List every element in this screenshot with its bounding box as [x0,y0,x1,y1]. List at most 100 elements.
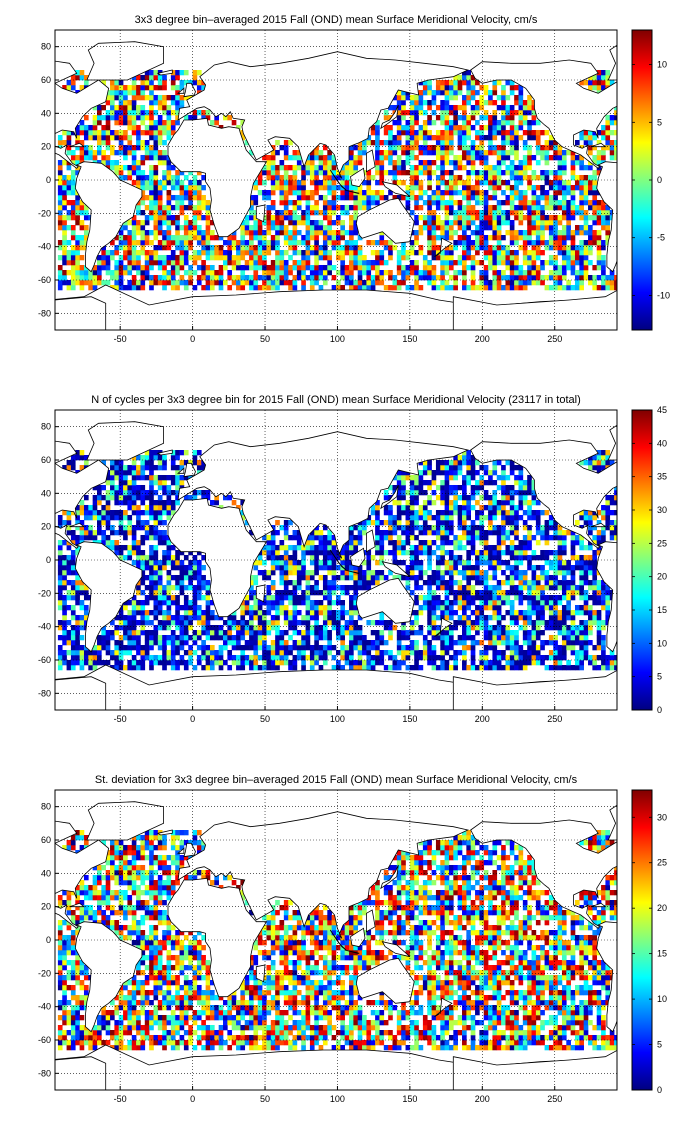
data-cell [162,125,167,131]
data-cell [383,195,389,201]
data-cell [331,265,337,271]
data-cell [579,280,584,286]
data-cell [318,635,324,641]
data-cell [223,620,228,626]
data-cell [205,655,211,661]
data-cell [309,535,315,541]
data-cell [157,215,163,221]
data-cell [301,620,306,626]
data-cell [201,235,206,241]
data-cell [448,255,454,261]
data-cell [149,115,154,121]
data-cell [162,485,167,491]
data-cell [231,500,237,506]
data-cell [127,555,133,561]
data-cell [240,515,246,521]
data-cell [366,190,372,196]
data-cell [162,465,167,471]
data-cell [531,250,537,256]
data-cell [518,275,524,281]
data-cell [62,280,67,286]
data-cell [457,200,463,206]
data-cell [309,265,315,271]
data-cell [127,90,133,96]
data-cell [123,120,128,126]
data-cell [183,600,189,606]
data-cell [153,170,159,176]
data-cell [114,135,120,141]
data-cell [331,220,337,226]
data-cell [501,100,506,106]
data-cell [440,100,445,106]
data-cell [327,170,332,176]
data-cell [440,120,445,126]
data-cell [396,100,402,106]
data-cell [531,135,537,141]
data-cell [118,470,124,476]
data-cell [279,230,285,236]
data-cell [305,590,311,596]
data-cell [83,535,89,541]
data-cell [283,640,289,646]
data-cell [405,515,411,521]
data-cell [457,130,463,136]
data-cell [262,570,267,576]
data-cell [166,505,172,511]
data-cell [153,635,159,641]
data-cell [340,275,345,281]
data-cell [205,250,211,256]
data-cell [340,235,345,241]
data-cell [418,170,424,176]
data-cell [97,655,102,661]
data-cell [301,615,306,621]
data-cell [162,625,167,631]
data-cell [331,585,337,591]
data-cell [305,615,311,621]
data-cell [153,490,159,496]
data-cell [492,270,498,276]
data-cell [140,220,146,226]
data-cell [196,635,202,641]
data-cell [370,250,376,256]
data-cell [318,210,324,216]
data-cell [179,250,185,256]
data-cell [218,125,224,131]
data-cell [427,210,432,216]
data-cell [418,625,424,631]
data-cell [479,280,485,286]
data-cell [531,240,537,246]
data-cell [196,240,202,246]
data-cell [496,220,502,226]
data-cell [583,275,589,281]
data-cell [505,135,511,141]
data-cell [444,170,450,176]
data-cell [466,250,472,256]
data-cell [579,145,584,151]
data-cell [535,200,541,206]
data-cell [522,130,528,136]
data-cell [349,225,354,231]
data-cell [531,255,537,261]
data-cell [527,165,532,171]
data-cell [548,215,554,221]
data-cell [175,170,180,176]
data-cell [527,175,532,181]
data-cell [557,205,563,211]
data-cell [131,95,137,101]
data-cell [288,620,293,626]
data-cell [375,265,380,271]
data-cell [283,185,289,191]
data-cell [327,590,332,596]
data-cell [75,125,80,131]
data-cell [205,630,211,636]
data-cell [62,200,67,206]
data-cell [110,270,115,276]
data-cell [444,85,450,91]
data-cell [170,660,176,666]
data-cell [205,635,211,641]
data-cell [92,155,98,161]
data-cell [183,565,189,571]
data-cell [301,575,306,581]
data-cell [601,135,606,141]
data-cell [540,205,545,211]
